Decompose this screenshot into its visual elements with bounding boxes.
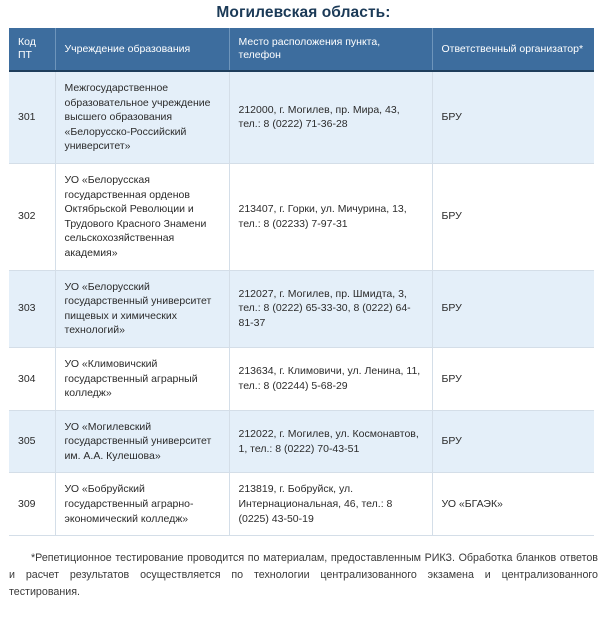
cell-location: 212000, г. Могилев, пр. Мира, 43, тел.: … — [229, 71, 433, 164]
table-row: 309 УО «Бобруйский государственный аграр… — [9, 472, 594, 537]
table-row: 305 УО «Могилевский государственный унив… — [9, 410, 594, 474]
table-header-row: Код ПТ Учреждение образования Место расп… — [9, 28, 594, 72]
cell-organizer: БРУ — [432, 270, 594, 348]
cell-organizer: БРУ — [432, 410, 594, 474]
column-header-code: Код ПТ — [9, 28, 56, 72]
cell-code: 303 — [9, 270, 56, 348]
table-body: 301 Межгосударственное образовательное у… — [9, 71, 594, 537]
table-row: 303 УО «Белорусский государственный унив… — [9, 270, 594, 348]
footnote-text: *Репетиционное тестирование проводится п… — [9, 552, 598, 599]
table-header: Код ПТ Учреждение образования Место расп… — [9, 28, 594, 72]
cell-location: 213407, г. Горки, ул. Мичурина, 13, тел.… — [229, 163, 433, 271]
cell-code: 309 — [9, 472, 56, 537]
cell-organizer: УО «БГАЭК» — [432, 472, 594, 537]
table-row: 302 УО «Белорусская государственная орде… — [9, 163, 594, 271]
cell-institution: Межгосударственное образовательное учреж… — [55, 71, 230, 164]
page-title: Могилевская область: — [216, 4, 391, 21]
table-row: 304 УО «Климовичский государственный агр… — [9, 347, 594, 411]
table-row: 301 Межгосударственное образовательное у… — [9, 71, 594, 164]
cell-institution: УО «Белорусская государственная орденов … — [55, 163, 230, 271]
column-header-organizer: Ответственный организатор* — [432, 28, 594, 72]
column-header-location: Место расположения пункта, телефон — [229, 28, 433, 72]
cell-location: 213819, г. Бобруйск, ул. Интернациональн… — [229, 472, 433, 537]
cell-code: 302 — [9, 163, 56, 271]
cell-institution: УО «Могилевский государственный универси… — [55, 410, 230, 474]
cell-code: 304 — [9, 347, 56, 411]
column-header-institution: Учреждение образования — [55, 28, 230, 72]
cell-institution: УО «Климовичский государственный аграрны… — [55, 347, 230, 411]
testing-points-table: Код ПТ Учреждение образования Место расп… — [9, 28, 594, 537]
cell-code: 301 — [9, 71, 56, 164]
cell-institution: УО «Белорусский государственный универси… — [55, 270, 230, 348]
cell-organizer: БРУ — [432, 163, 594, 271]
cell-location: 212022, г. Могилев, ул. Космонавтов, 1, … — [229, 410, 433, 474]
cell-location: 213634, г. Климовичи, ул. Ленина, 11, те… — [229, 347, 433, 411]
cell-location: 212027, г. Могилев, пр. Шмидта, 3, тел.:… — [229, 270, 433, 348]
cell-code: 305 — [9, 410, 56, 474]
cell-institution: УО «Бобруйский государственный аграрно-э… — [55, 472, 230, 537]
cell-organizer: БРУ — [432, 347, 594, 411]
cell-organizer: БРУ — [432, 71, 594, 164]
